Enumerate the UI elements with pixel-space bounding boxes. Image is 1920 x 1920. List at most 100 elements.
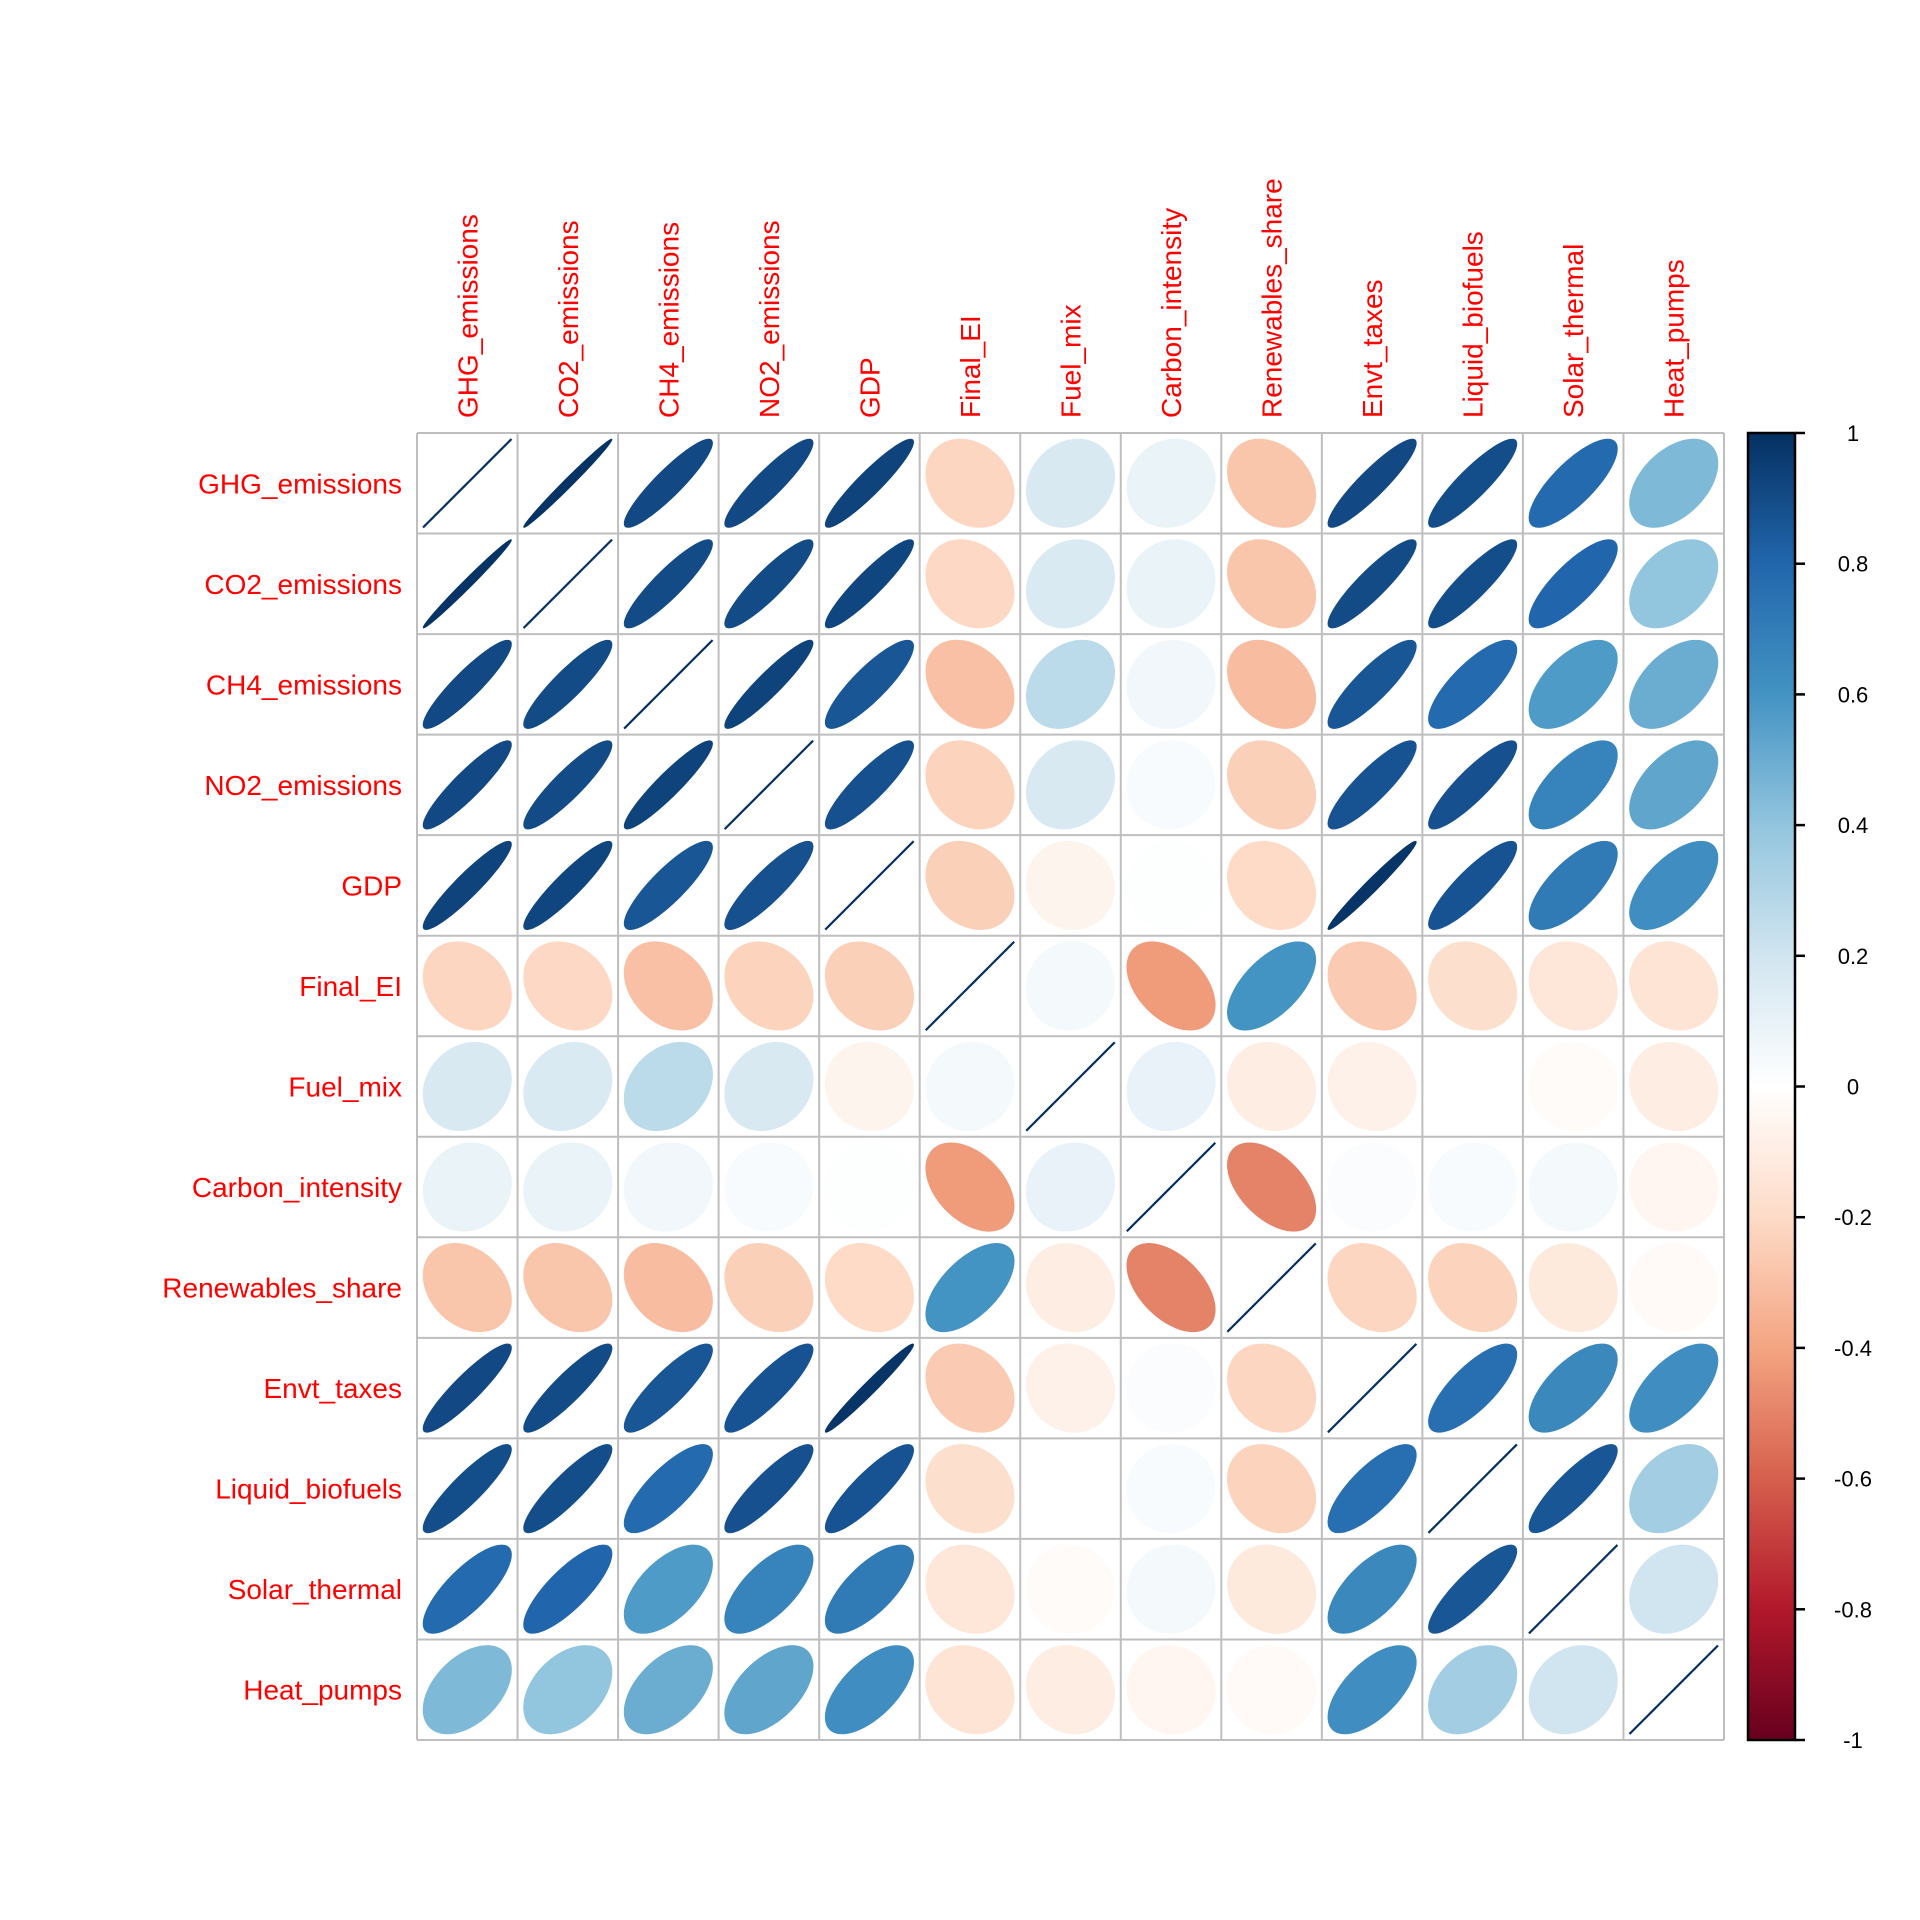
corr-ellipse-Solar_thermal-Final_EI: [925, 1544, 1015, 1634]
corr-ellipse-Heat_pumps-Liquid_biofuels: [1428, 1645, 1518, 1735]
corr-ellipse-GHG_emissions-NO2_emissions: [724, 438, 814, 528]
row-label-Envt_taxes: Envt_taxes: [263, 1373, 402, 1404]
corr-ellipse-GDP-Heat_pumps: [1629, 840, 1719, 930]
column-label-Carbon_intensity: Carbon_intensity: [1156, 208, 1187, 418]
corr-ellipse-GHG_emissions-CH4_emissions: [623, 438, 713, 528]
corr-ellipse-NO2_emissions-Carbon_intensity: [1126, 740, 1216, 830]
color-legend: 1 0.8 0.6 0.4 0.2 0 -0.2 -0.4 -0.6 -0.8 -1: [1746, 421, 1872, 1753]
corr-ellipse-Liquid_biofuels-Liquid_biofuels: [1427, 1443, 1518, 1534]
corr-ellipse-Fuel_mix-CH4_emissions: [623, 1041, 713, 1132]
corr-ellipse-Renewables_share-Fuel_mix: [1025, 1243, 1116, 1333]
corr-ellipse-Envt_taxes-Liquid_biofuels: [1428, 1343, 1518, 1433]
corr-ellipse-Envt_taxes-Renewables_share: [1227, 1343, 1317, 1433]
corr-ellipse-CH4_emissions-CO2_emissions: [523, 639, 613, 729]
corr-ellipse-NO2_emissions-CO2_emissions: [523, 740, 613, 830]
corr-ellipse-Renewables_share-Liquid_biofuels: [1428, 1243, 1518, 1333]
corr-ellipse-GDP-CH4_emissions: [623, 840, 713, 930]
column-label-CO2_emissions: CO2_emissions: [553, 220, 584, 418]
corr-ellipse-CH4_emissions-Solar_thermal: [1528, 639, 1618, 729]
corr-ellipse-GHG_emissions-Liquid_biofuels: [1428, 438, 1518, 528]
corr-ellipse-Final_EI-Final_EI: [924, 940, 1015, 1031]
colorbar-tick-label: 0.4: [1838, 813, 1869, 838]
corr-ellipse-Envt_taxes-Fuel_mix: [1025, 1343, 1116, 1433]
corr-ellipse-Liquid_biofuels-Fuel_mix: [1025, 1444, 1116, 1534]
corr-ellipse-Liquid_biofuels-Heat_pumps: [1629, 1444, 1719, 1534]
row-label-CO2_emissions: CO2_emissions: [204, 569, 402, 600]
corr-ellipse-Final_EI-Carbon_intensity: [1126, 941, 1216, 1031]
corr-ellipse-Renewables_share-Envt_taxes: [1327, 1243, 1417, 1333]
row-label-Liquid_biofuels: Liquid_biofuels: [215, 1474, 402, 1505]
corr-ellipse-Envt_taxes-Envt_taxes: [1327, 1343, 1418, 1434]
corr-ellipse-CO2_emissions-GHG_emissions: [422, 539, 512, 629]
corr-ellipse-Solar_thermal-GDP: [824, 1544, 914, 1634]
corr-ellipse-GDP-GHG_emissions: [422, 840, 512, 930]
column-label-Liquid_biofuels: Liquid_biofuels: [1458, 231, 1489, 418]
corr-ellipse-CO2_emissions-Liquid_biofuels: [1428, 539, 1518, 629]
corr-ellipse-Heat_pumps-Heat_pumps: [1628, 1644, 1719, 1735]
corr-ellipse-CO2_emissions-GDP: [824, 539, 914, 629]
corr-ellipse-GHG_emissions-CO2_emissions: [523, 438, 613, 528]
colorbar-tick-label: 0.6: [1838, 682, 1869, 707]
corr-ellipse-Liquid_biofuels-CO2_emissions: [523, 1444, 613, 1534]
corr-ellipse-GDP-Final_EI: [925, 840, 1015, 930]
colorbar-tick-label: 0: [1847, 1075, 1859, 1100]
corr-ellipse-Renewables_share-GDP: [824, 1243, 914, 1333]
colorbar-tick-label: -0.2: [1834, 1205, 1872, 1230]
column-label-Heat_pumps: Heat_pumps: [1659, 259, 1690, 418]
corr-ellipse-GDP-Envt_taxes: [1327, 840, 1417, 930]
colorbar-ticks: 1 0.8 0.6 0.4 0.2 0 -0.2 -0.4 -0.6 -0.8 -1: [1795, 421, 1872, 1753]
corr-ellipse-Heat_pumps-NO2_emissions: [724, 1645, 814, 1735]
corr-ellipse-Fuel_mix-Solar_thermal: [1528, 1041, 1618, 1132]
corr-ellipse-CH4_emissions-Carbon_intensity: [1126, 639, 1216, 729]
corr-ellipse-Final_EI-Solar_thermal: [1528, 941, 1618, 1031]
corr-ellipse-CO2_emissions-Final_EI: [925, 539, 1015, 629]
corr-ellipse-NO2_emissions-Renewables_share: [1227, 740, 1317, 830]
column-label-CH4_emissions: CH4_emissions: [653, 222, 684, 418]
colorbar-tick-label: -0.8: [1834, 1597, 1872, 1622]
corr-ellipse-Carbon_intensity-Fuel_mix: [1025, 1142, 1116, 1232]
corr-ellipse-Carbon_intensity-Envt_taxes: [1327, 1142, 1417, 1232]
row-label-Final_EI: Final_EI: [299, 971, 402, 1002]
corr-ellipse-NO2_emissions-Envt_taxes: [1327, 740, 1417, 830]
corr-ellipse-CO2_emissions-Carbon_intensity: [1126, 539, 1216, 629]
corr-ellipse-CO2_emissions-Solar_thermal: [1528, 539, 1618, 629]
row-label-Heat_pumps: Heat_pumps: [243, 1675, 402, 1706]
corr-ellipse-CO2_emissions-Fuel_mix: [1025, 539, 1116, 629]
column-label-Fuel_mix: Fuel_mix: [1056, 304, 1087, 418]
corr-ellipse-CH4_emissions-Fuel_mix: [1025, 639, 1116, 729]
corr-ellipse-Liquid_biofuels-Envt_taxes: [1327, 1444, 1417, 1534]
corr-ellipse-Final_EI-NO2_emissions: [724, 941, 814, 1031]
row-labels: GHG_emissions CO2_emissions CH4_emissions N…: [162, 468, 402, 1705]
corr-ellipse-GDP-NO2_emissions: [724, 840, 814, 930]
corr-ellipse-Renewables_share-Carbon_intensity: [1126, 1243, 1216, 1333]
corr-ellipse-NO2_emissions-Liquid_biofuels: [1428, 740, 1518, 830]
corr-ellipse-Renewables_share-CH4_emissions: [623, 1243, 713, 1333]
corr-ellipse-GDP-Renewables_share: [1227, 840, 1317, 930]
corr-ellipse-Solar_thermal-CH4_emissions: [623, 1544, 713, 1634]
corr-ellipse-Heat_pumps-Carbon_intensity: [1126, 1645, 1216, 1735]
corr-ellipse-NO2_emissions-GDP: [824, 740, 914, 830]
corr-ellipse-CH4_emissions-Renewables_share: [1227, 639, 1317, 729]
corr-ellipse-Solar_thermal-GHG_emissions: [422, 1544, 512, 1634]
corr-ellipse-CO2_emissions-CH4_emissions: [623, 539, 713, 629]
corr-ellipse-Renewables_share-Solar_thermal: [1528, 1243, 1618, 1333]
corr-ellipse-Renewables_share-NO2_emissions: [724, 1243, 814, 1333]
corr-ellipse-Carbon_intensity-GDP: [824, 1142, 914, 1232]
corr-ellipse-GDP-Carbon_intensity: [1126, 840, 1216, 930]
corr-ellipse-GDP-Liquid_biofuels: [1428, 840, 1518, 930]
corr-ellipse-Final_EI-Liquid_biofuels: [1428, 941, 1518, 1031]
corr-ellipse-Heat_pumps-Envt_taxes: [1327, 1645, 1417, 1735]
corr-ellipse-GDP-CO2_emissions: [523, 840, 613, 930]
corr-ellipse-GHG_emissions-Fuel_mix: [1025, 438, 1116, 528]
corr-ellipse-CO2_emissions-NO2_emissions: [724, 539, 814, 629]
corr-ellipse-Carbon_intensity-Final_EI: [925, 1142, 1015, 1232]
corr-ellipse-Fuel_mix-Envt_taxes: [1327, 1041, 1417, 1132]
row-label-GDP: GDP: [341, 870, 402, 901]
colorbar-tick-label: -0.4: [1834, 1336, 1872, 1361]
corr-ellipse-CH4_emissions-Liquid_biofuels: [1428, 639, 1518, 729]
corr-ellipse-Fuel_mix-Liquid_biofuels: [1428, 1041, 1518, 1132]
corr-ellipse-Carbon_intensity-Renewables_share: [1227, 1142, 1317, 1232]
column-label-Envt_taxes: Envt_taxes: [1357, 279, 1388, 418]
colorbar-tick-label: 0.2: [1838, 944, 1869, 969]
